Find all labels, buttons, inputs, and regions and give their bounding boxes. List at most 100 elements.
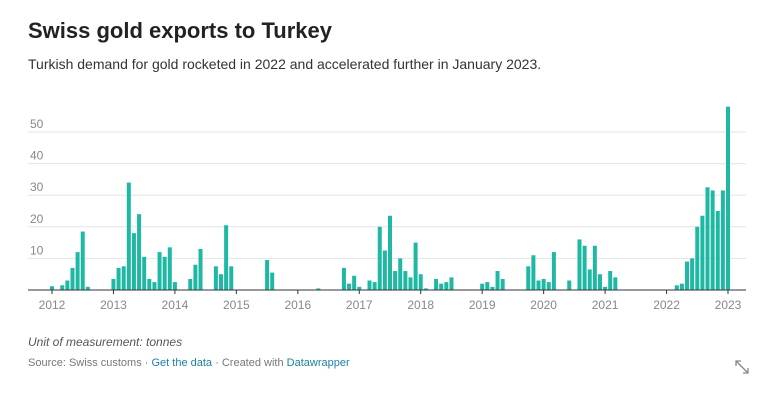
bar <box>444 282 449 290</box>
y-tick-label: 40 <box>30 149 44 163</box>
bar <box>720 190 725 290</box>
bar <box>685 261 690 290</box>
bar <box>705 187 710 290</box>
bar <box>393 271 398 290</box>
bar <box>495 271 500 290</box>
x-tick-label: 2016 <box>284 298 311 312</box>
x-tick-label: 2018 <box>407 298 434 312</box>
bar <box>382 250 387 290</box>
bar <box>50 286 54 290</box>
bar <box>398 258 403 290</box>
y-tick-label: 10 <box>30 243 44 257</box>
bar <box>219 274 223 290</box>
bar <box>408 277 413 290</box>
y-tick-label: 30 <box>30 180 44 194</box>
bar <box>700 215 705 290</box>
bar <box>582 245 587 290</box>
bar <box>198 248 203 290</box>
bar <box>80 231 85 290</box>
bar <box>126 182 131 290</box>
bar <box>567 280 572 290</box>
bar <box>224 225 229 290</box>
bar <box>551 252 556 290</box>
x-tick-label: 2019 <box>469 298 496 312</box>
bar <box>65 280 70 290</box>
bar <box>172 282 177 290</box>
bar <box>608 271 613 290</box>
source-line: Source: Swiss customs · Get the data · C… <box>28 357 350 369</box>
bar <box>388 215 392 290</box>
bar <box>75 252 80 290</box>
bar <box>434 278 439 290</box>
bar <box>449 277 454 290</box>
bar <box>193 264 198 290</box>
data-link[interactable]: Get the data <box>152 357 213 369</box>
bar <box>403 271 408 290</box>
x-tick-label: 2015 <box>223 298 250 312</box>
credit-link[interactable]: Datawrapper <box>287 357 350 369</box>
bar <box>423 288 428 290</box>
bar <box>674 285 679 290</box>
bar <box>147 278 152 290</box>
x-tick-label: 2020 <box>530 298 557 312</box>
bar <box>536 280 541 290</box>
x-tick-label: 2023 <box>715 298 742 312</box>
bar <box>347 283 352 290</box>
bar <box>546 282 551 290</box>
bar <box>531 255 536 290</box>
bar <box>541 278 546 290</box>
bar <box>480 283 485 290</box>
bar <box>162 256 167 290</box>
bar <box>413 242 418 290</box>
bar <box>490 286 495 290</box>
bar <box>367 280 372 290</box>
x-tick-label: 2017 <box>346 298 373 312</box>
bar <box>597 274 602 290</box>
bar <box>265 259 270 290</box>
bar <box>60 285 65 290</box>
bar <box>116 267 121 290</box>
bar <box>439 283 444 290</box>
separator: · <box>145 357 149 369</box>
separator: · <box>215 357 219 369</box>
x-tick-label: 2014 <box>162 298 189 312</box>
x-tick-label: 2022 <box>653 298 680 312</box>
x-tick-label: 2021 <box>592 298 619 312</box>
expand-icon[interactable] <box>735 360 749 374</box>
credit: Created with <box>222 357 284 369</box>
bar <box>316 288 321 290</box>
bar <box>679 283 684 290</box>
bar <box>157 252 162 290</box>
bar <box>270 272 275 290</box>
bar <box>603 286 608 290</box>
x-tick-label: 2012 <box>39 298 66 312</box>
bar <box>592 245 597 290</box>
bar <box>715 211 720 290</box>
bar <box>372 282 377 290</box>
bar <box>229 266 234 290</box>
bar <box>142 256 147 290</box>
bar <box>357 286 362 290</box>
bar <box>587 269 592 290</box>
bar <box>500 278 505 290</box>
bar <box>70 267 75 290</box>
bar <box>726 106 730 290</box>
y-tick-label: 50 <box>30 117 44 131</box>
bar <box>577 239 582 290</box>
bar <box>152 282 157 290</box>
bar <box>121 266 126 290</box>
bar <box>690 258 695 290</box>
y-tick-label: 20 <box>30 212 44 226</box>
bar <box>188 278 193 290</box>
note: Unit of measurement: tonnes <box>28 335 182 349</box>
bar <box>613 277 618 290</box>
bar <box>485 282 490 290</box>
source: Source: Swiss customs <box>28 357 142 369</box>
x-tick-label: 2013 <box>100 298 127 312</box>
bar <box>352 275 357 290</box>
bar <box>137 214 142 290</box>
chart-subtitle: Turkish demand for gold rocketed in 2022… <box>28 56 541 72</box>
